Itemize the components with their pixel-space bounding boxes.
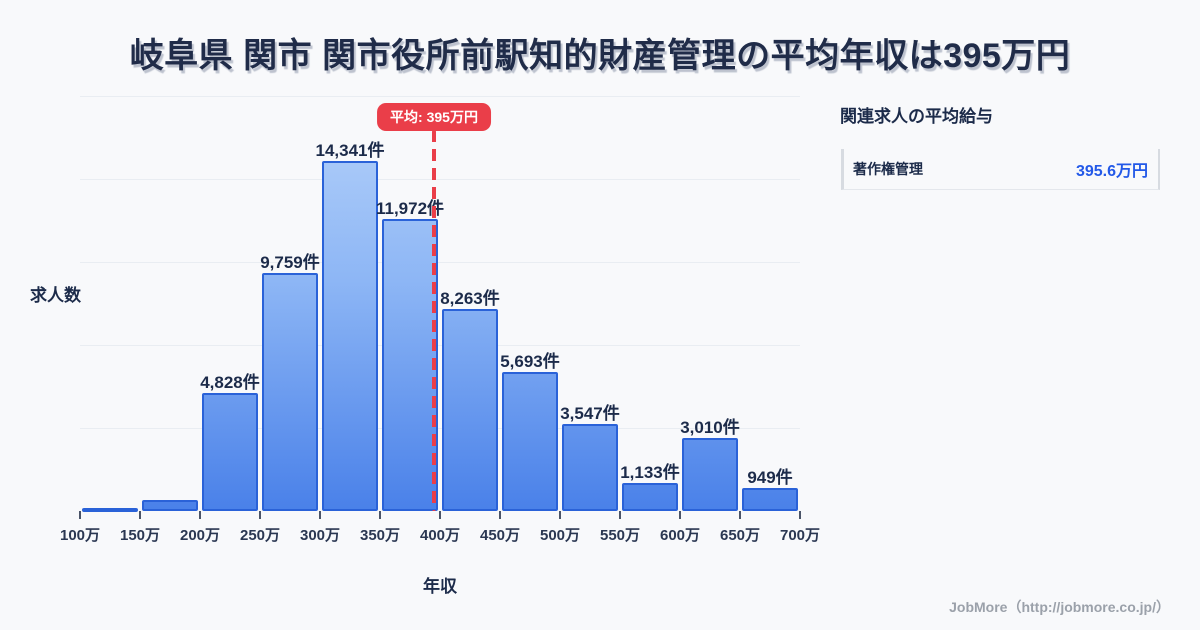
bar-value-label: 949件 (747, 468, 793, 487)
axis-tick-label: 300万 (299, 527, 341, 544)
bar-value-label: 9,759件 (260, 253, 320, 272)
gridline (80, 262, 800, 263)
axis-tick-label: 100万 (59, 527, 101, 544)
related-panel-row: 著作権管理 395.6万円 (841, 149, 1160, 190)
histogram-bar (742, 488, 798, 511)
average-badge: 平均: 395万円 (377, 103, 491, 131)
bar-value-label: 8,263件 (440, 289, 500, 308)
related-job-label: 著作権管理 (853, 161, 923, 177)
axis-tick-label: 700万 (779, 527, 821, 544)
gridline (80, 345, 800, 346)
histogram-bar (442, 309, 498, 511)
axis-tick (139, 511, 141, 519)
page-title: 岐阜県 関市 関市役所前駅知的財産管理の平均年収は395万円 (129, 37, 1071, 75)
histogram-bar (682, 438, 738, 511)
axis-tick (79, 511, 81, 519)
histogram-bar (142, 500, 198, 511)
bar-value-label: 3,547件 (560, 404, 620, 423)
histogram-bar (382, 219, 438, 511)
axis-tick-label: 600万 (659, 527, 701, 544)
footer-credit: JobMore（http://jobmore.co.jp/） (949, 599, 1170, 615)
histogram-bar (82, 508, 138, 512)
histogram-bar (322, 161, 378, 511)
bar-value-label: 11,972件 (375, 199, 445, 218)
histogram-bar (202, 393, 258, 511)
bar-value-label: 5,693件 (500, 352, 560, 371)
related-panel-title: 関連求人の平均給与 (840, 107, 993, 126)
axis-tick (559, 511, 561, 519)
related-job-salary: 395.6万円 (1075, 163, 1148, 180)
bar-value-label: 14,341件 (315, 141, 385, 160)
x-axis-label: 年収 (423, 577, 457, 596)
bar-value-label: 1,133件 (620, 463, 680, 482)
gridline (80, 179, 800, 180)
axis-tick-label: 650万 (719, 527, 761, 544)
axis-tick (679, 511, 681, 519)
axis-tick-label: 400万 (419, 527, 461, 544)
histogram-bar (262, 273, 318, 511)
axis-tick-label: 550万 (599, 527, 641, 544)
axis-tick (799, 511, 801, 519)
axis-tick (199, 511, 201, 519)
axis-tick-label: 150万 (119, 527, 161, 544)
gridline (80, 428, 800, 429)
axis-tick (499, 511, 501, 519)
axis-tick-label: 200万 (179, 527, 221, 544)
axis-tick (379, 511, 381, 519)
axis-tick (739, 511, 741, 519)
axis-tick (319, 511, 321, 519)
axis-tick-label: 250万 (239, 527, 281, 544)
histogram-bar (502, 372, 558, 511)
y-axis-label: 求人数 (30, 286, 81, 305)
axis-tick-label: 350万 (359, 527, 401, 544)
histogram-bar (562, 424, 618, 511)
axis-tick (259, 511, 261, 519)
gridline (80, 96, 800, 97)
average-line (432, 130, 436, 511)
axis-tick (619, 511, 621, 519)
axis-tick (439, 511, 441, 519)
histogram-bar (622, 483, 678, 511)
axis-tick-label: 500万 (539, 527, 581, 544)
bar-value-label: 4,828件 (200, 373, 260, 392)
bar-value-label: 3,010件 (680, 418, 740, 437)
axis-tick-label: 450万 (479, 527, 521, 544)
